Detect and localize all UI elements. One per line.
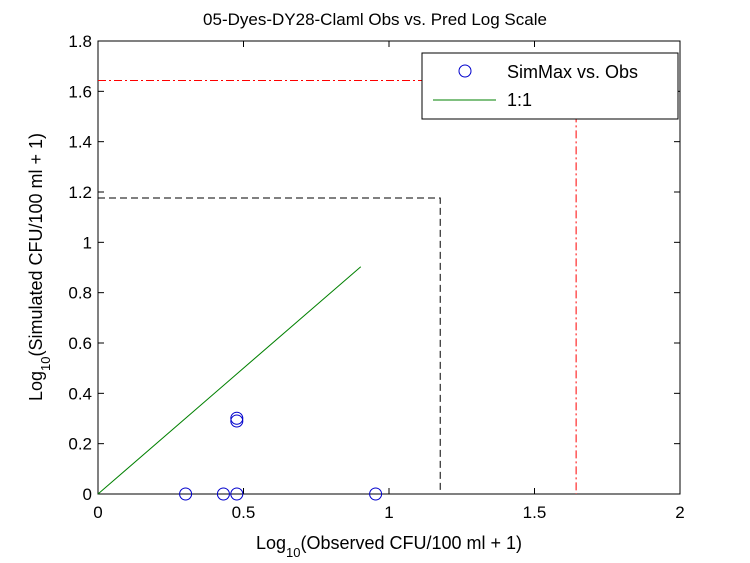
x-tick-label: 2	[675, 503, 684, 522]
y-axis-label: Log10(Simulated CFU/100 ml + 1)	[26, 133, 53, 401]
x-tick-label: 1	[384, 503, 393, 522]
data-point	[179, 487, 193, 501]
data-point	[369, 487, 383, 501]
y-tick-label: 0.4	[68, 384, 92, 403]
reference-line-dashed	[98, 197, 441, 494]
y-tick-label: 0.2	[68, 435, 92, 454]
chart-title: 05-Dyes-DY28-Claml Obs vs. Pred Log Scal…	[203, 10, 547, 29]
y-tick-label: 1.6	[68, 82, 92, 101]
data-point	[230, 487, 244, 501]
y-tick-label: 1	[83, 233, 92, 252]
legend-label-one-to-one: 1:1	[507, 90, 532, 110]
y-tick-label: 1.4	[68, 133, 92, 152]
reference-line-dashdot	[98, 80, 577, 494]
data-point	[230, 414, 244, 428]
y-tick-label: 1.2	[68, 183, 92, 202]
y-tick-label: 0.6	[68, 334, 92, 353]
x-axis-label: Log10(Observed CFU/100 ml + 1)	[256, 533, 522, 560]
legend-label-simmax: SimMax vs. Obs	[507, 62, 638, 82]
y-tick-label: 1.8	[68, 32, 92, 51]
legend: SimMax vs. Obs 1:1	[421, 52, 679, 120]
one-to-one-line	[97, 266, 362, 495]
data-point	[216, 487, 230, 501]
x-tick-label: 0	[93, 503, 102, 522]
legend-marker-circle	[458, 64, 472, 78]
legend-box	[421, 52, 679, 120]
x-tick-label: 0.5	[232, 503, 256, 522]
data-point	[230, 411, 244, 425]
y-tick-label: 0.8	[68, 284, 92, 303]
x-tick-label: 1.5	[523, 503, 547, 522]
y-tick-label: 0	[83, 485, 92, 504]
plot-area: 0 0.5 1 1.5 2 0 0.2 0.4 0.6 0.8 1 1.2 1.4 1.6 1.8	[68, 32, 684, 522]
